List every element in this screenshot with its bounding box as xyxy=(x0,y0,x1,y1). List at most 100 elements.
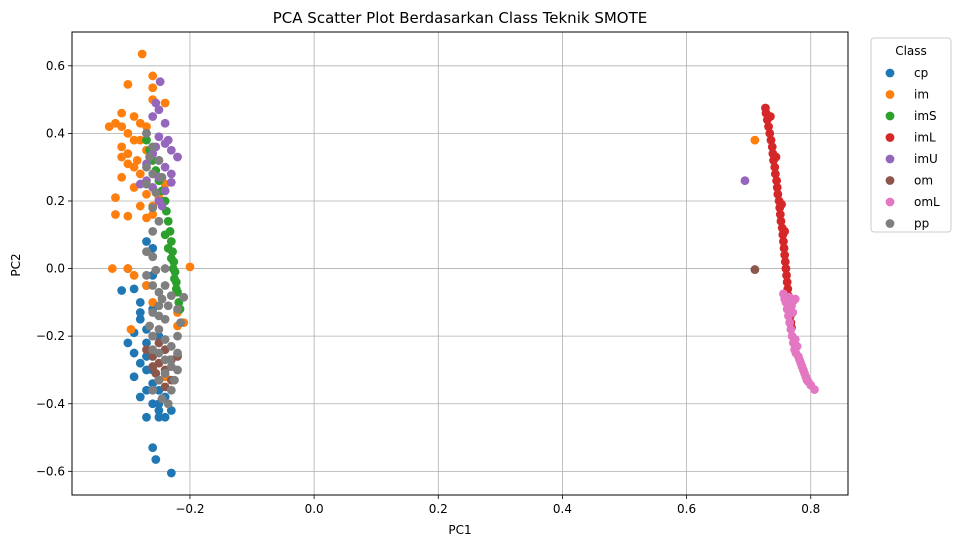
legend-marker-omL xyxy=(885,197,895,207)
y-axis-title: PC2 xyxy=(9,253,23,276)
data-point-cp xyxy=(129,372,139,382)
data-point-imL xyxy=(771,152,781,162)
series-omL xyxy=(779,289,819,394)
data-point-pp xyxy=(148,281,158,290)
data-point-im xyxy=(123,79,133,89)
data-point-cp xyxy=(166,468,176,478)
data-point-im xyxy=(135,135,145,145)
x-tick-label: −0.2 xyxy=(175,502,204,516)
data-point-omL xyxy=(797,362,807,371)
data-point-imL xyxy=(781,264,791,273)
data-point-imS xyxy=(168,264,178,273)
data-point-om xyxy=(151,368,161,378)
data-point-pp xyxy=(166,385,176,395)
series-imU xyxy=(135,77,750,211)
data-point-imS xyxy=(170,274,179,284)
data-point-imU xyxy=(160,118,170,128)
data-point-im xyxy=(132,156,142,165)
data-point-pp xyxy=(173,331,182,341)
data-point-imU xyxy=(154,105,164,115)
data-point-cp xyxy=(148,443,158,453)
data-point-im xyxy=(126,325,136,334)
data-point-cp xyxy=(135,358,145,368)
data-point-cp xyxy=(135,314,145,324)
y-tick-label: 0.4 xyxy=(46,126,65,140)
legend-marker-imU xyxy=(885,154,895,164)
data-point-pp xyxy=(142,128,151,138)
data-point-pp xyxy=(154,311,164,321)
series-om xyxy=(142,265,760,392)
data-point-pp xyxy=(157,294,167,304)
y-tick-label: −0.2 xyxy=(36,329,65,343)
data-point-imL xyxy=(772,176,782,186)
data-point-im xyxy=(117,108,127,118)
data-point-pp xyxy=(165,355,175,365)
data-point-om xyxy=(142,345,151,355)
data-point-imU xyxy=(166,145,176,155)
x-tick-label: 0.8 xyxy=(801,502,820,516)
data-point-imL xyxy=(777,199,786,209)
data-point-pp xyxy=(163,301,173,311)
data-point-imU xyxy=(151,98,161,108)
data-point-im xyxy=(117,172,127,182)
data-point-pp xyxy=(151,188,161,197)
legend-marker-imL xyxy=(885,133,895,142)
data-point-cp xyxy=(142,385,151,395)
data-point-pp xyxy=(148,142,158,152)
legend-marker-om xyxy=(885,176,895,185)
legend-label-om: om xyxy=(914,174,933,188)
data-point-imL xyxy=(765,128,775,138)
data-point-pp xyxy=(148,331,158,341)
data-point-im xyxy=(123,128,133,138)
x-tick-label: 0.2 xyxy=(429,502,448,516)
data-point-im xyxy=(137,49,147,59)
data-point-pp xyxy=(160,335,170,344)
data-point-im xyxy=(148,210,158,219)
data-point-cp xyxy=(154,412,164,422)
data-point-omL xyxy=(790,294,800,304)
data-point-omL xyxy=(795,355,804,365)
data-point-imU xyxy=(740,176,750,186)
data-point-im xyxy=(123,211,133,221)
data-point-pp xyxy=(145,321,155,331)
data-point-im xyxy=(111,193,120,202)
data-point-imU xyxy=(173,152,182,162)
data-point-pp xyxy=(157,172,167,182)
data-point-cp xyxy=(129,348,139,358)
data-point-omL xyxy=(790,335,800,344)
data-point-om xyxy=(750,265,760,274)
data-point-pp xyxy=(142,270,151,280)
y-tick-label: −0.6 xyxy=(36,464,65,478)
data-point-om xyxy=(148,362,158,371)
data-point-pp xyxy=(163,399,173,409)
x-tick-label: 0.0 xyxy=(305,502,324,516)
data-point-imL xyxy=(766,112,775,121)
data-point-imS xyxy=(166,237,176,246)
data-point-imL xyxy=(775,210,785,219)
data-point-im xyxy=(750,135,760,145)
y-tick-label: 0.2 xyxy=(46,194,65,208)
data-point-omL xyxy=(788,308,798,317)
legend-label-omL: omL xyxy=(914,195,940,209)
x-axis-title: PC1 xyxy=(448,523,471,537)
data-point-imS xyxy=(171,284,181,294)
data-point-cp xyxy=(123,338,133,348)
data-point-im xyxy=(129,135,139,145)
data-point-pp xyxy=(145,152,155,162)
data-point-pp xyxy=(173,365,182,375)
data-point-imS xyxy=(160,230,170,240)
data-point-pp xyxy=(160,264,170,273)
data-point-cp xyxy=(135,392,145,402)
data-point-pp xyxy=(179,292,189,302)
legend-marker-im xyxy=(885,90,895,99)
data-point-imU xyxy=(166,169,176,179)
data-point-imL xyxy=(782,277,792,287)
data-point-im xyxy=(104,122,114,132)
data-point-pp xyxy=(154,375,164,385)
data-point-im xyxy=(160,98,170,108)
data-point-cp xyxy=(142,338,151,348)
data-point-im xyxy=(117,142,127,152)
data-point-omL xyxy=(787,301,796,311)
data-point-imU xyxy=(157,201,167,211)
legend-title: Class xyxy=(895,44,927,58)
